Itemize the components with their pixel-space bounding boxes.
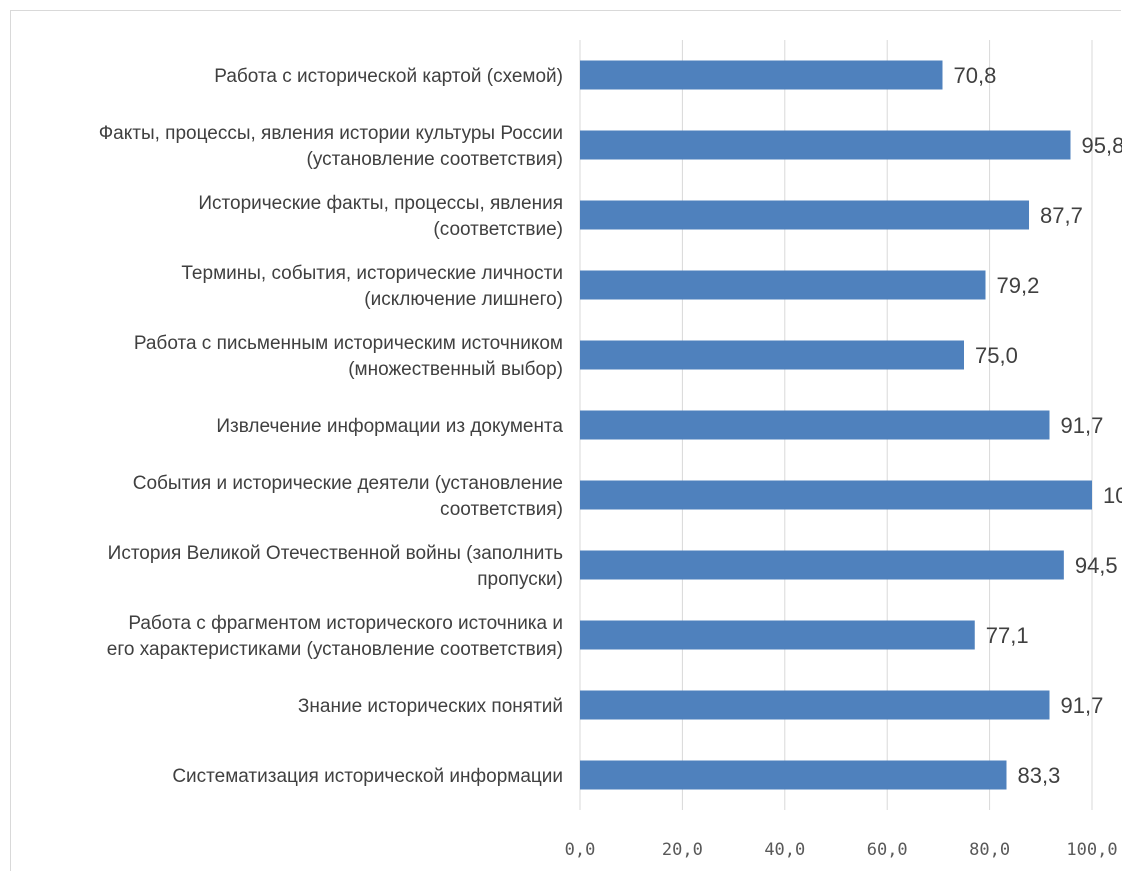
x-tick-label-1: 20,0 — [662, 840, 703, 860]
value-label-4: 75,0 — [975, 343, 1018, 368]
value-label-7: 94,5 — [1075, 553, 1118, 578]
bar-8 — [580, 620, 975, 650]
bar-0 — [580, 60, 943, 90]
bar-10 — [580, 760, 1007, 790]
category-label-3-0: Термины, события, исторические личности — [181, 263, 563, 284]
value-label-1: 95,8 — [1081, 133, 1122, 158]
bar-1 — [580, 130, 1071, 160]
value-label-10: 83,3 — [1017, 763, 1060, 788]
value-label-8: 77,1 — [986, 623, 1029, 648]
category-label-4-1: (множественный выбор) — [348, 359, 563, 380]
bar-9 — [580, 690, 1050, 720]
category-label-6-0: События и исторические деятели (установл… — [133, 473, 563, 494]
category-label-7-1: пропуски) — [477, 569, 563, 590]
value-label-0: 70,8 — [953, 63, 996, 88]
value-label-6: 100,0 — [1103, 483, 1122, 508]
bar-4 — [580, 340, 964, 370]
bar-5 — [580, 410, 1050, 440]
category-label-8-0: Работа с фрагментом исторического источн… — [128, 613, 563, 634]
value-label-5: 91,7 — [1061, 413, 1104, 438]
category-label-0-0: Работа с исторической картой (схемой) — [214, 66, 563, 87]
category-label-9-0: Знание исторических понятий — [298, 696, 563, 717]
x-tick-label-2: 40,0 — [764, 840, 805, 860]
x-tick-label-3: 60,0 — [867, 840, 908, 860]
category-label-4-0: Работа с письменным историческим источни… — [134, 333, 563, 354]
category-label-8-1: его характеристиками (установление соотв… — [107, 639, 563, 660]
x-tick-label-5: 100,0 — [1066, 840, 1117, 860]
category-label-7-0: История Великой Отечественной войны (зап… — [108, 543, 563, 564]
category-label-10-0: Систематизация исторической информации — [172, 766, 563, 787]
x-tick-label-4: 80,0 — [969, 840, 1010, 860]
category-label-1-0: Факты, процессы, явления истории культур… — [99, 123, 563, 144]
bar-2 — [580, 200, 1030, 230]
category-label-3-1: (исключение лишнего) — [364, 289, 563, 310]
value-label-2: 87,7 — [1040, 203, 1083, 228]
category-label-2-1: (соответствие) — [433, 219, 563, 240]
bar-6 — [580, 480, 1092, 510]
category-label-1-1: (установление соответствия) — [307, 149, 563, 170]
value-label-9: 91,7 — [1061, 693, 1104, 718]
category-label-6-1: соответствия) — [440, 499, 563, 520]
bar-7 — [580, 550, 1064, 580]
category-label-5-0: Извлечение информации из документа — [216, 416, 563, 437]
category-label-2-0: Исторические факты, процессы, явления — [198, 193, 563, 214]
x-tick-label-0: 0,0 — [565, 840, 596, 860]
bar-3 — [580, 270, 986, 300]
chart-frame — [10, 10, 1121, 871]
value-label-3: 79,2 — [997, 273, 1040, 298]
